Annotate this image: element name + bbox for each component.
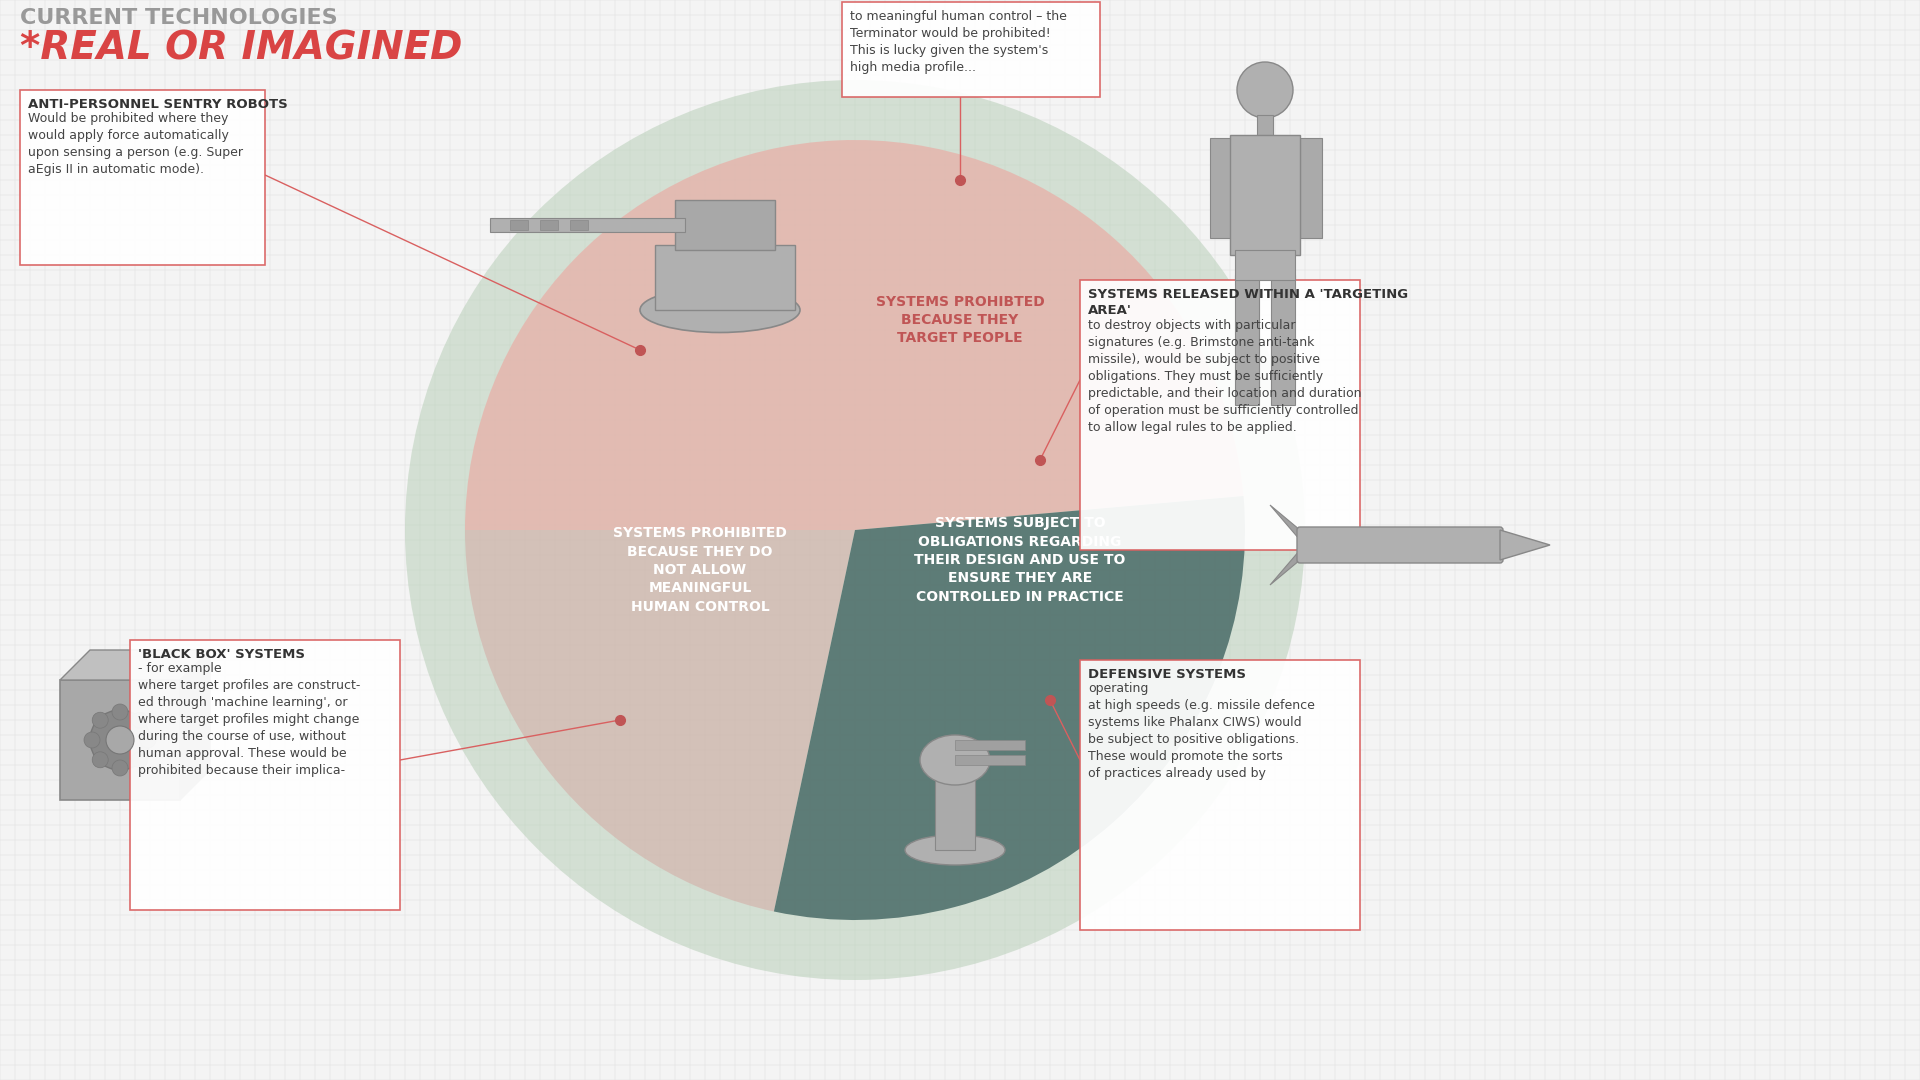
Text: SYSTEMS SUBJECT TO
OBLIGATIONS REGARDING
THEIR DESIGN AND USE TO
ENSURE THEY ARE: SYSTEMS SUBJECT TO OBLIGATIONS REGARDING… [914,516,1125,604]
Polygon shape [1269,505,1300,540]
Text: operating
at high speeds (e.g. missile defence
systems like Phalanx CIWS) would
: operating at high speeds (e.g. missile d… [1089,683,1315,780]
Wedge shape [774,496,1244,920]
Text: to meaningful human control – the
Terminator would be prohibited!
This is lucky : to meaningful human control – the Termin… [851,10,1068,75]
FancyBboxPatch shape [540,220,559,230]
Circle shape [92,752,108,768]
Circle shape [111,760,129,777]
FancyBboxPatch shape [676,200,776,249]
FancyBboxPatch shape [570,220,588,230]
Text: to destroy objects with particular
signatures (e.g. Brimstone anti-tank
missile): to destroy objects with particular signa… [1089,320,1361,434]
FancyBboxPatch shape [1210,138,1233,238]
Polygon shape [180,650,209,800]
Circle shape [140,732,156,748]
FancyBboxPatch shape [1271,275,1294,405]
Text: SYSTEMS RELEASED WITHIN A 'TARGETING
AREA': SYSTEMS RELEASED WITHIN A 'TARGETING ARE… [1089,288,1407,318]
FancyBboxPatch shape [1235,275,1260,405]
Polygon shape [60,650,209,680]
FancyBboxPatch shape [954,740,1025,750]
FancyBboxPatch shape [19,90,265,265]
FancyBboxPatch shape [655,245,795,310]
FancyBboxPatch shape [131,640,399,910]
Text: Would be prohibited where they
would apply force automatically
upon sensing a pe: Would be prohibited where they would app… [29,112,244,176]
Ellipse shape [904,835,1004,865]
FancyBboxPatch shape [1235,249,1294,280]
FancyBboxPatch shape [935,760,975,850]
Ellipse shape [920,735,991,785]
Text: DEFENSIVE SYSTEMS: DEFENSIVE SYSTEMS [1089,669,1246,681]
FancyBboxPatch shape [1231,135,1300,255]
Text: ANTI-PERSONNEL SENTRY ROBOTS: ANTI-PERSONNEL SENTRY ROBOTS [29,98,288,111]
Ellipse shape [639,287,801,333]
FancyBboxPatch shape [954,755,1025,765]
FancyBboxPatch shape [1300,138,1323,238]
Polygon shape [1269,550,1300,585]
Wedge shape [465,140,1244,530]
Circle shape [92,712,108,728]
FancyBboxPatch shape [490,218,685,232]
FancyBboxPatch shape [1298,527,1503,563]
Circle shape [106,726,134,754]
FancyBboxPatch shape [60,680,180,800]
FancyBboxPatch shape [1079,280,1359,550]
Text: - for example
where target profiles are construct-
ed through 'machine learning': - for example where target profiles are … [138,662,361,778]
Circle shape [132,712,148,728]
Text: *REAL OR IMAGINED: *REAL OR IMAGINED [19,30,463,68]
Text: SYSTEMS PROHIBITED
BECAUSE THEY DO
NOT ALLOW
MEANINGFUL
HUMAN CONTROL: SYSTEMS PROHIBITED BECAUSE THEY DO NOT A… [612,526,787,613]
Text: CURRENT TECHNOLOGIES: CURRENT TECHNOLOGIES [19,8,338,28]
Circle shape [132,752,148,768]
Circle shape [84,732,100,748]
Wedge shape [465,530,854,912]
Polygon shape [1500,530,1549,561]
FancyBboxPatch shape [1079,660,1359,930]
Text: 'BLACK BOX' SYSTEMS: 'BLACK BOX' SYSTEMS [138,648,305,661]
Circle shape [1236,62,1292,118]
FancyBboxPatch shape [511,220,528,230]
Circle shape [405,80,1306,980]
FancyBboxPatch shape [1258,114,1273,135]
Circle shape [111,704,129,720]
FancyBboxPatch shape [843,2,1100,97]
Text: SYSTEMS PROHIBTED
BECAUSE THEY
TARGET PEOPLE: SYSTEMS PROHIBTED BECAUSE THEY TARGET PE… [876,295,1044,346]
Circle shape [90,710,150,770]
